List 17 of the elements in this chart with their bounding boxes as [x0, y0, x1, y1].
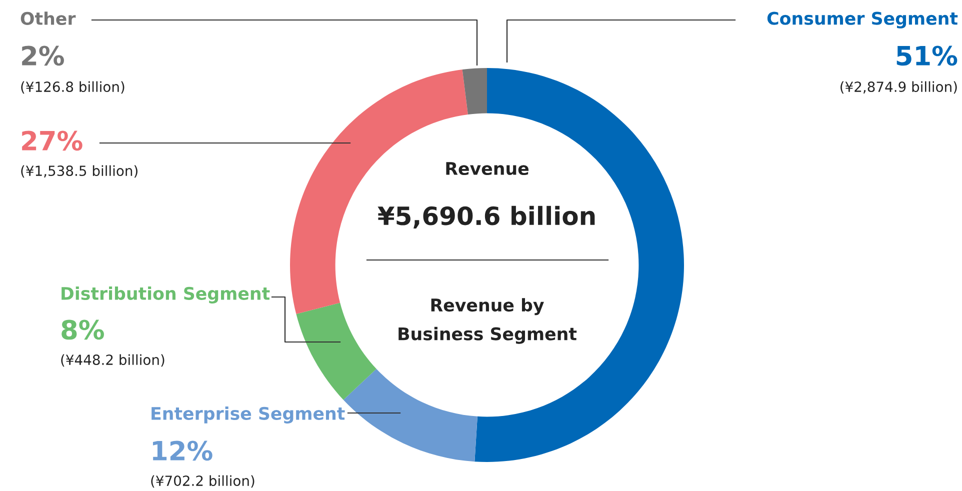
text: (¥126.8 billion): [21, 81, 124, 94]
data-label: 12%: [152, 440, 212, 461]
text: Revenue: [446, 162, 529, 176]
slice-label: Other: [20, 12, 76, 26]
slice-label: Enterprise Segment: [152, 406, 345, 424]
data-label: 8%: [62, 320, 104, 340]
text: ¥5,690.6 billion: [378, 206, 595, 228]
text: (¥2,874.9 billion): [840, 81, 957, 94]
text: (¥1,538.5 billion): [21, 165, 138, 178]
data-label: 2%: [22, 46, 64, 66]
text: Revenue by Business Segment: [398, 298, 577, 344]
data-label: 51%: [896, 46, 958, 66]
text: (¥448.2 billion): [61, 354, 164, 367]
slice-label: Distribution Segment: [62, 286, 270, 304]
slice-label: Consumer Segment: [767, 12, 958, 28]
data-label: 27%: [22, 130, 82, 151]
text: (¥702.2 billion): [151, 475, 254, 488]
